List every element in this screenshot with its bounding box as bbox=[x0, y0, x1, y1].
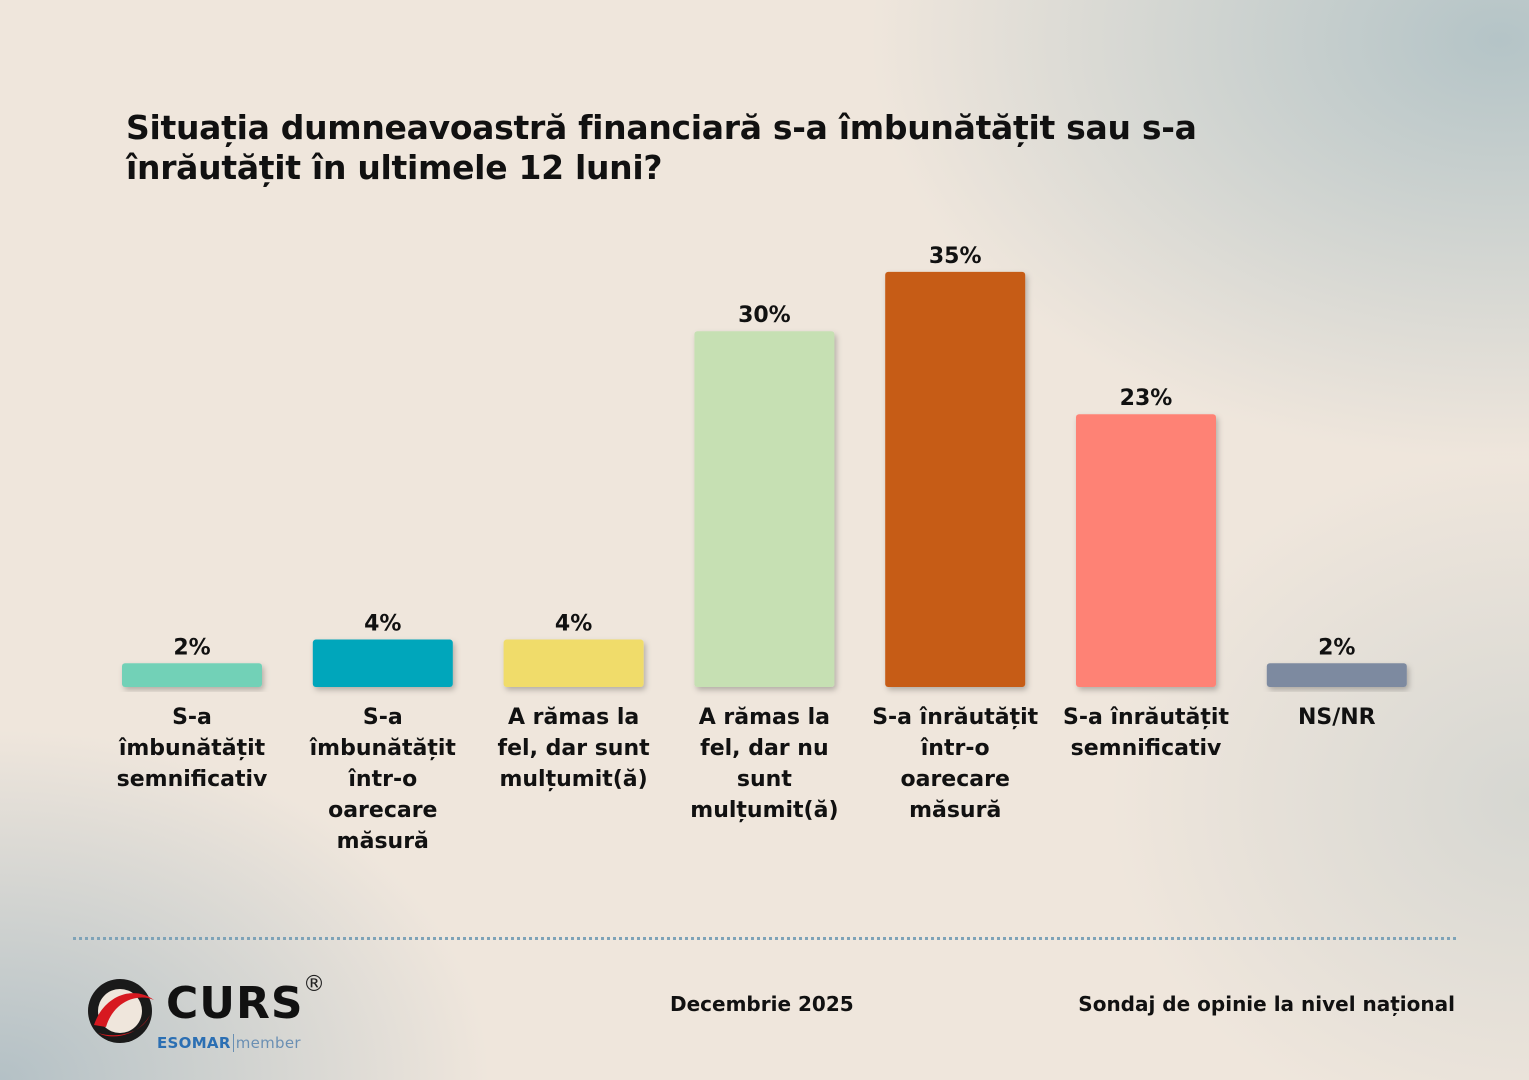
survey-description: Sondaj de opinie la nivel național bbox=[1078, 992, 1455, 1016]
esomar-text: ESOMAR bbox=[157, 1034, 231, 1052]
bar-1 bbox=[122, 663, 262, 687]
bar-5 bbox=[885, 271, 1026, 687]
bar-6 bbox=[1076, 414, 1216, 687]
value-label-4: 30% bbox=[738, 303, 791, 328]
bar-2 bbox=[312, 639, 453, 687]
esomar-badge: ESOMAR member bbox=[157, 1034, 301, 1052]
value-label-1: 2% bbox=[173, 635, 210, 660]
chart-title: Situația dumneavoastră financiară s-a îm… bbox=[126, 108, 1197, 187]
category-label-3: A rămas la fel, dar sunt mulțumit(ă) bbox=[497, 705, 650, 792]
category-label-7: NS/NR bbox=[1297, 705, 1376, 730]
esomar-member-text: member bbox=[232, 1034, 301, 1052]
category-label-2: S-a îmbunătățit într-o oarecare măsură bbox=[309, 705, 456, 854]
curs-logo-icon bbox=[88, 979, 154, 1043]
registered-mark: ® bbox=[303, 972, 325, 997]
category-label-4: A rămas la fel, dar nu sunt mulțumit(ă) bbox=[690, 705, 839, 823]
category-label-1: S-a îmbunătățit semnificativ bbox=[116, 705, 268, 792]
value-label-6: 23% bbox=[1120, 386, 1173, 411]
survey-date: Decembrie 2025 bbox=[670, 992, 854, 1016]
value-label-2: 4% bbox=[364, 612, 401, 637]
bar-7 bbox=[1266, 663, 1407, 687]
bar-chart: 2% 4% 4% 30% 35% 23% 2% bbox=[122, 244, 1407, 687]
value-label-7: 2% bbox=[1318, 635, 1355, 660]
value-label-3: 4% bbox=[555, 612, 592, 637]
category-label-5: S-a înrăutățit într-o oarecare măsură bbox=[872, 705, 1039, 823]
bar-4 bbox=[694, 331, 835, 687]
bar-3 bbox=[503, 639, 644, 687]
brand-name: CURS bbox=[166, 978, 304, 1029]
footer-divider bbox=[73, 937, 1456, 940]
value-label-5: 35% bbox=[929, 244, 982, 269]
category-label-6: S-a înrăutățit semnificativ bbox=[1063, 705, 1229, 761]
